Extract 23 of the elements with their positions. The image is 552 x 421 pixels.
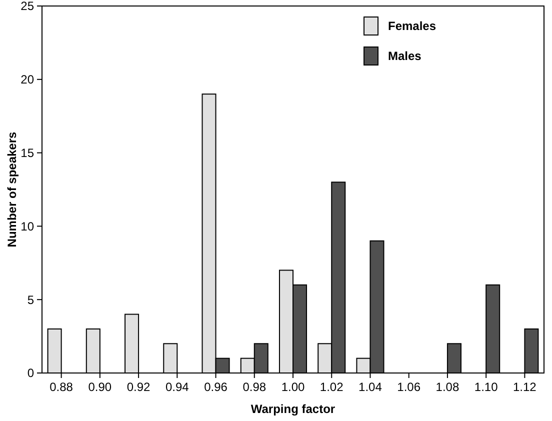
legend-label: Females xyxy=(388,19,436,34)
y-tick-label: 0 xyxy=(27,366,34,380)
x-tick-label: 1.02 xyxy=(320,380,344,394)
y-tick-label: 25 xyxy=(20,0,34,14)
legend-label: Males xyxy=(388,49,422,64)
x-tick-label: 0.90 xyxy=(88,380,112,394)
y-tick-label: 20 xyxy=(20,72,34,87)
x-tick-label: 0.98 xyxy=(242,380,266,394)
x-tick-label: 1.06 xyxy=(397,380,421,394)
x-tick-label: 1.12 xyxy=(513,380,537,394)
y-tick-label: 10 xyxy=(20,219,34,234)
x-tick-label: 1.08 xyxy=(436,380,460,394)
x-tick-label: 0.92 xyxy=(126,380,151,394)
x-axis-title: Warping factor xyxy=(250,402,336,416)
x-tick-label: 0.94 xyxy=(165,380,190,394)
y-tick-label: 5 xyxy=(27,292,34,307)
x-tick-label: 1.04 xyxy=(358,380,382,394)
x-tick-label: 1.10 xyxy=(474,380,498,394)
y-axis-title: Number of speakers xyxy=(5,131,19,248)
x-tick-label: 0.96 xyxy=(204,380,228,394)
y-tick-label: 15 xyxy=(20,146,34,160)
x-tick-label: 0.88 xyxy=(50,380,74,394)
x-tick-label: 1.00 xyxy=(281,380,305,394)
